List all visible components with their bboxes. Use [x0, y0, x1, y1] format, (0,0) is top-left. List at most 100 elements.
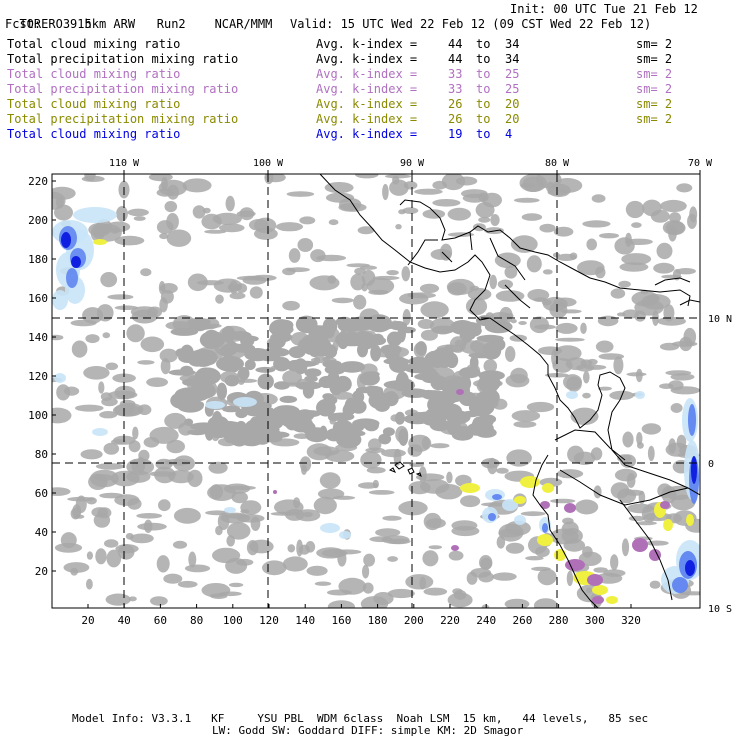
cloud-blob: [275, 222, 304, 232]
cloud-blob: [414, 188, 443, 195]
cloud-blob: [88, 222, 111, 237]
cloud-blob: [529, 316, 550, 334]
cloud-blob: [422, 209, 446, 219]
legend-field-name: Total cloud mixing ratio: [7, 97, 181, 111]
cloud-blob: [193, 401, 205, 408]
cloud-blob: [226, 522, 251, 540]
precip-cell: [542, 483, 554, 493]
precip-cell: [685, 560, 695, 576]
cloud-blob: [322, 393, 334, 400]
cloud-blob: [525, 556, 544, 561]
cloud-blob: [229, 292, 246, 300]
cloud-blob: [420, 301, 449, 319]
cloud-blob: [481, 388, 500, 407]
cloud-blob: [75, 404, 104, 412]
cloud-blob: [475, 202, 495, 218]
border-colombia: [554, 429, 689, 506]
legend-smoothing: sm= 2: [636, 67, 673, 81]
cloud-blob: [505, 346, 516, 362]
cloud-blob: [356, 331, 376, 350]
cloud-blob: [552, 252, 560, 258]
cloud-blob: [244, 359, 256, 371]
cloud-blob: [170, 327, 199, 336]
cloud-blob: [386, 270, 399, 276]
cloud-blob: [408, 412, 434, 422]
cloud-blob: [140, 268, 152, 277]
legend-field-name: Total cloud mixing ratio: [7, 67, 181, 81]
cloud-blob: [150, 596, 168, 606]
cloud-blob: [610, 482, 630, 499]
cloud-blob: [95, 463, 125, 470]
cloud-blob: [610, 554, 619, 571]
cloud-blob: [566, 570, 574, 587]
cloud-blob: [158, 499, 171, 512]
cloud-blob: [539, 223, 556, 233]
forecast-hour: Fcst: 39 h: [5, 17, 92, 32]
cloud-blob: [687, 213, 697, 229]
cloud-blob: [415, 473, 445, 482]
cloud-blob: [526, 255, 542, 273]
precip-cell: [635, 391, 645, 399]
cloud-blob: [597, 315, 619, 327]
cloud-blob: [154, 466, 176, 484]
coastline-central-america: [319, 174, 549, 375]
cloud-blob: [552, 178, 583, 193]
cloud-blob: [282, 267, 296, 276]
cloud-blob: [446, 278, 475, 295]
legend-kindex-to-word: to: [476, 112, 491, 126]
latitude-label: 10 N: [708, 314, 732, 325]
bottom-tick-label: 200: [404, 614, 424, 627]
border-brazil: [619, 499, 673, 601]
cloud-blob: [238, 378, 258, 383]
cloud-blob: [100, 272, 118, 288]
cloud-blob: [567, 445, 585, 464]
cloud-blob: [628, 515, 646, 522]
precip-cell: [632, 538, 648, 552]
cloud-blob: [421, 436, 430, 450]
fcst-value: 39 h: [62, 17, 92, 31]
cloud-blob: [364, 419, 379, 432]
cloud-blob: [74, 514, 85, 519]
cloud-blob: [301, 464, 307, 475]
cloud-blob: [240, 335, 255, 347]
cloud-blob: [250, 516, 261, 531]
cloud-blob: [375, 528, 401, 537]
cloud-blob: [368, 438, 382, 452]
cloud-blob: [495, 290, 525, 302]
precip-cell: [320, 523, 340, 533]
cloud-blob: [631, 222, 642, 228]
cloud-blob: [83, 366, 110, 380]
cloud-blob: [273, 357, 291, 372]
cloud-blob: [621, 538, 630, 557]
precip-cell: [537, 534, 553, 546]
cloud-blob: [641, 423, 662, 435]
legend-field-name: Total cloud mixing ratio: [7, 127, 181, 141]
cloud-blob: [313, 496, 337, 515]
cloud-blob: [441, 174, 466, 191]
bottom-tick-label: 260: [512, 614, 532, 627]
cloud-blob: [483, 359, 498, 373]
cloud-blob: [513, 420, 537, 428]
legend-kindex-to-word: to: [476, 67, 491, 81]
legend-kindex-label: Avg. k-index =: [316, 127, 418, 141]
bottom-tick-label: 80: [190, 614, 203, 627]
cloud-blob: [105, 593, 131, 606]
cloud-blob: [317, 325, 329, 341]
legend-kindex-to-word: to: [476, 82, 491, 96]
cloud-blob: [264, 174, 274, 185]
cloud-blob: [338, 577, 367, 595]
cloud-blob: [192, 205, 206, 219]
cloud-blob: [350, 273, 366, 291]
cloud-blob: [618, 280, 631, 288]
cloud-blob: [254, 227, 278, 240]
cloud-blob: [492, 572, 517, 581]
cloud-blob: [52, 487, 71, 496]
bottom-tick-label: 180: [368, 614, 388, 627]
cloud-blob: [430, 443, 450, 449]
cloud-blob: [382, 183, 389, 201]
legend-smoothing: sm= 2: [636, 52, 673, 66]
cloud-blob: [270, 424, 280, 435]
cloud-blob: [360, 451, 382, 469]
cloud-blob: [366, 371, 380, 378]
